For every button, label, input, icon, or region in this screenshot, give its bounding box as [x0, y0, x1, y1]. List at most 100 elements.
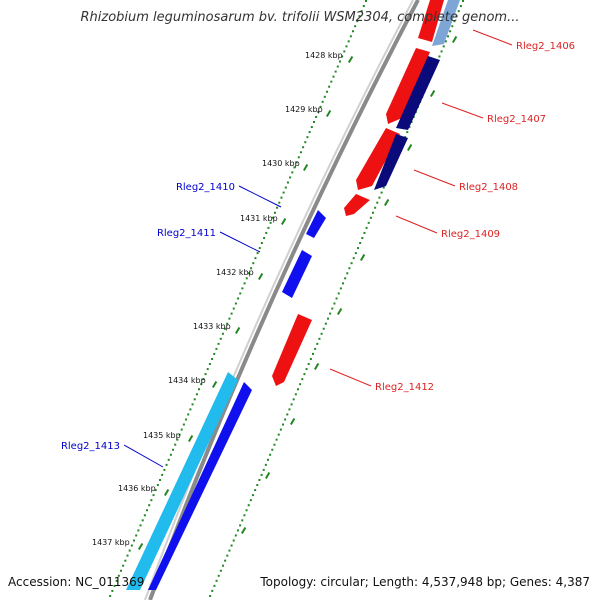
tick-dot	[279, 428, 282, 431]
tick-dot	[289, 176, 292, 179]
tick-dot	[249, 499, 252, 502]
tick-dot	[161, 473, 164, 476]
tick-dot	[351, 30, 354, 33]
tick-dot	[133, 539, 136, 542]
accession-text: Accession: NC_011369	[8, 575, 145, 589]
gene-feature-light[interactable]	[432, 0, 460, 46]
gene-label[interactable]: Rleg2_1413	[61, 441, 120, 452]
tick-dot	[358, 15, 361, 18]
gene-feature-rleg2-1406[interactable]	[418, 0, 444, 42]
gene-label[interactable]: Rleg2_1409	[441, 229, 500, 240]
tick-dot	[316, 342, 319, 345]
genome-summary-text: Topology: circular; Length: 4,537,948 bp…	[260, 575, 590, 589]
tick-dot	[152, 494, 155, 497]
tick-dot	[317, 110, 320, 113]
tick-dot	[354, 252, 357, 255]
tick-dot	[135, 534, 138, 537]
tick-dot	[321, 100, 324, 103]
tick-dot	[345, 45, 348, 48]
tick-dot	[258, 247, 261, 250]
kbp-label: 1434 kbp	[168, 376, 206, 385]
tick-dot	[141, 519, 144, 522]
kbp-tick	[452, 35, 458, 44]
kbp-tick	[384, 198, 390, 206]
tick-dot	[209, 594, 212, 597]
tick-dot	[137, 529, 140, 532]
tick-dot	[382, 186, 385, 189]
gene-feature-rleg2-1413-cds[interactable]	[148, 382, 252, 590]
tick-dot	[269, 221, 272, 224]
tick-dot	[256, 252, 259, 255]
tick-dot	[360, 10, 363, 13]
tick-dot	[346, 272, 349, 275]
gene-feature-rleg2-1413[interactable]	[126, 372, 238, 590]
gene-feature-rleg2-1411[interactable]	[282, 250, 312, 298]
gene-label[interactable]: Rleg2_1412	[375, 382, 434, 393]
tick-dot	[122, 564, 125, 567]
tick-dot	[245, 277, 248, 280]
tick-dot	[319, 105, 322, 108]
tick-dot	[113, 584, 116, 587]
gene-feature-rleg2-1412[interactable]	[272, 314, 312, 386]
kbp-label: 1430 kbp	[262, 159, 300, 168]
tick-dot	[282, 191, 285, 194]
tick-dot	[356, 20, 359, 23]
tick-dot	[440, 50, 443, 53]
genome-backbone-shadow	[144, 0, 414, 601]
tick-dot	[215, 579, 218, 582]
tick-dot	[336, 65, 339, 68]
tick-dot	[354, 25, 357, 28]
gene-label[interactable]: Rleg2_1406	[516, 41, 575, 52]
gene-feature-rleg2-1409[interactable]	[344, 194, 370, 216]
kbp-tick	[360, 253, 366, 261]
tick-dot	[208, 363, 211, 366]
gene-label[interactable]: Rleg2_1408	[459, 182, 518, 193]
tick-dot	[273, 211, 276, 214]
kbp-label: 1433 kbp	[193, 322, 231, 331]
tick-dot	[348, 267, 351, 270]
tick-dot	[213, 584, 216, 587]
tick-dot	[339, 287, 342, 290]
tick-dot	[332, 75, 335, 78]
gene-feature-rleg2-1407[interactable]	[386, 48, 430, 124]
kbp-tick	[138, 542, 144, 550]
kbp-tick	[326, 109, 332, 118]
gene-feature-dark[interactable]	[374, 134, 408, 190]
tick-dot	[305, 368, 308, 371]
tick-dot	[455, 15, 458, 18]
kbp-ticks-outer	[207, 0, 464, 602]
gene-features[interactable]	[126, 0, 460, 590]
tick-dot	[408, 126, 411, 129]
gene-feature-dark[interactable]	[396, 56, 440, 130]
kbp-tick	[337, 307, 343, 315]
tick-dot	[182, 423, 185, 426]
tick-dot	[365, 226, 368, 229]
tick-dot	[304, 141, 307, 144]
tick-dot	[357, 247, 359, 250]
gene-feature-rleg2-1410[interactable]	[306, 210, 326, 238]
tick-dot	[139, 524, 142, 527]
kbp-tick	[258, 272, 264, 280]
gene-leader-line	[219, 231, 261, 253]
genome-backbone	[148, 0, 420, 601]
gene-labels[interactable]: Rleg2_1406 Rleg2_1407 Rleg2_1408 Rleg2_1409…	[61, 29, 575, 468]
tick-dot	[374, 206, 377, 209]
tick-dot	[323, 95, 326, 98]
gene-leader-line	[413, 169, 456, 187]
tick-dot	[267, 458, 269, 461]
tick-dot	[226, 554, 229, 557]
kbp-tick	[430, 89, 436, 98]
kbp-label: 1429 kbp	[285, 105, 323, 114]
gene-label[interactable]: Rleg2_1411	[157, 228, 216, 239]
gene-label[interactable]: Rleg2_1410	[176, 182, 235, 193]
tick-dot	[301, 378, 304, 381]
tick-dot	[185, 418, 188, 421]
kbp-tick	[188, 434, 194, 442]
gene-feature-rleg2-1408[interactable]	[356, 128, 400, 190]
tick-dot	[438, 55, 441, 58]
gene-label[interactable]: Rleg2_1407	[487, 114, 546, 125]
tick-dot	[325, 90, 328, 93]
tick-dot	[338, 60, 341, 63]
